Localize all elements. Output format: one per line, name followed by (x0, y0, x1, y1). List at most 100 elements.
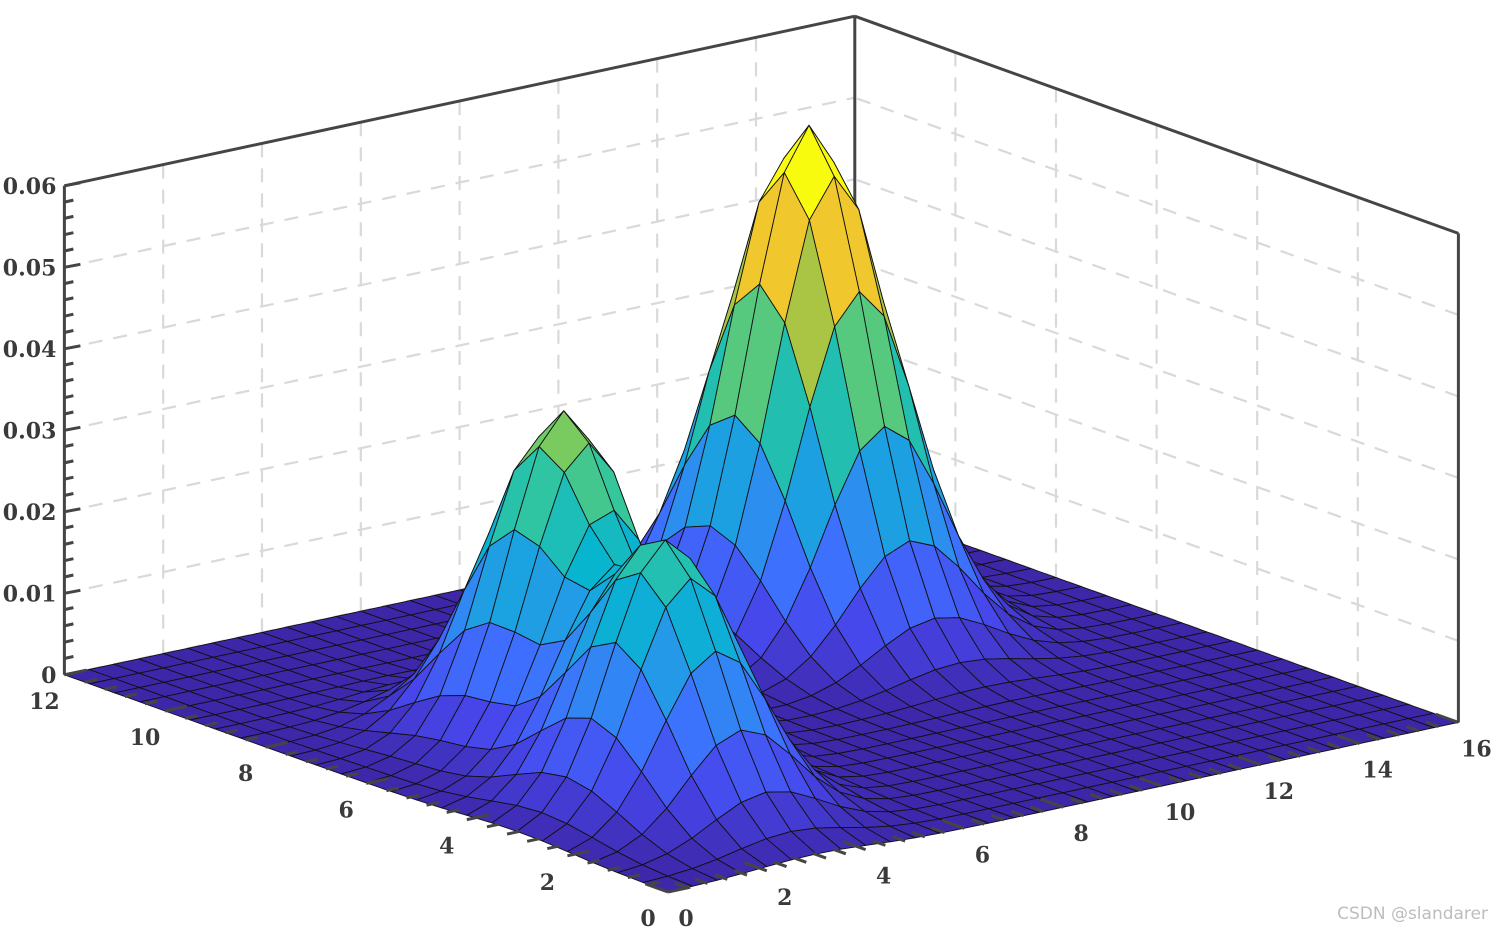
y-minor-tick (406, 793, 420, 800)
y-tick (64, 668, 87, 677)
y-tick-label: 12 (29, 689, 60, 715)
x-minor-tick (911, 830, 926, 839)
z-tick (64, 344, 81, 351)
z-minor-tick (64, 361, 74, 367)
z-minor-tick (64, 280, 74, 286)
x-tick (1138, 776, 1163, 788)
y-tick-label: 4 (439, 834, 454, 860)
grid-line (64, 341, 856, 513)
x-tick (1040, 797, 1064, 809)
y-minor-tick (526, 837, 540, 843)
y-minor-tick (245, 735, 259, 742)
z-minor-tick (64, 312, 74, 318)
x-minor-tick (733, 869, 748, 877)
x-tick (1237, 755, 1262, 767)
y-tick-label: 6 (339, 797, 354, 823)
axis-line (64, 14, 856, 188)
y-tick (667, 885, 691, 894)
y-minor-tick (124, 692, 138, 698)
y-minor-tick (506, 829, 520, 836)
z-minor-tick (64, 329, 74, 334)
y-tick-label: 10 (130, 725, 161, 751)
x-minor-tick (1306, 746, 1321, 754)
y-minor-tick (486, 822, 500, 829)
surface (63, 124, 1459, 893)
z-minor-tick (64, 247, 74, 253)
x-minor-tick (1208, 767, 1222, 775)
axis-line (854, 14, 1459, 235)
x-minor-tick (1129, 784, 1143, 792)
x-tick-label: 4 (876, 864, 891, 890)
x-minor-tick (892, 835, 906, 843)
x-tick (842, 840, 867, 852)
y-tick-label: 8 (238, 761, 253, 787)
z-tick-label: 0.06 (3, 174, 57, 200)
x-tick-label: 2 (777, 885, 792, 911)
x-tick-label: 0 (678, 906, 693, 930)
z-minor-tick (64, 557, 74, 563)
y-minor-tick (426, 801, 440, 807)
z-minor-tick (64, 377, 74, 383)
x-tick-label: 12 (1263, 779, 1294, 805)
y-minor-tick (84, 677, 98, 684)
z-tick-label: 0.04 (3, 337, 57, 363)
x-minor-tick (812, 852, 827, 860)
x-minor-tick (1188, 771, 1203, 779)
y-tick (365, 777, 389, 785)
y-minor-tick (546, 844, 560, 851)
x-minor-tick (793, 856, 807, 864)
grid-line (854, 178, 1459, 398)
tick-labels: 0 0.01 0.02 0.03 0.04 0.05 0.06 0 2 4 6 8 10 12 14 16 0 2… (3, 174, 1492, 930)
z-minor-tick (64, 214, 74, 220)
z-tick-label: 0.01 (3, 581, 57, 607)
x-minor-tick (1267, 754, 1282, 762)
z-minor-tick (64, 655, 74, 660)
x-tick (941, 818, 965, 830)
z-minor-tick (64, 606, 74, 612)
x-minor-tick (1386, 729, 1400, 737)
x-minor-tick (714, 873, 728, 881)
x-minor-tick (773, 860, 788, 868)
z-minor-tick (64, 524, 74, 530)
y-minor-tick (144, 699, 158, 706)
y-minor-tick (386, 786, 399, 793)
grid-line (854, 259, 1459, 479)
x-minor-tick (1089, 792, 1104, 801)
z-tick-label: 0.02 (3, 500, 57, 526)
z-minor-tick (64, 394, 74, 400)
z-minor-tick (64, 198, 74, 204)
y-tick (265, 740, 289, 749)
y-tick (164, 704, 188, 713)
z-tick-label: 0 (41, 663, 56, 689)
x-tick (1336, 734, 1361, 746)
x-minor-tick (1069, 797, 1084, 805)
tick-marks (64, 181, 1459, 894)
z-minor-tick (64, 622, 74, 628)
y-minor-tick (345, 772, 359, 778)
x-minor-tick (1030, 805, 1044, 813)
y-minor-tick (587, 858, 601, 865)
x-tick-label: 16 (1461, 736, 1492, 762)
y-minor-tick (627, 873, 641, 879)
x-minor-tick (1010, 809, 1025, 818)
x-minor-tick (1326, 741, 1341, 750)
z-minor-tick (64, 296, 74, 302)
z-tick-label: 0.05 (3, 255, 57, 281)
grid-line (64, 259, 856, 432)
z-tick (64, 588, 81, 595)
x-minor-tick (1227, 763, 1242, 771)
y-minor-tick (607, 866, 621, 872)
grid-line (64, 422, 856, 595)
z-minor-tick (64, 459, 74, 465)
z-minor-tick (64, 443, 74, 449)
x-tick-label: 8 (1074, 821, 1089, 847)
x-tick-label: 10 (1165, 800, 1196, 826)
z-tick (64, 181, 81, 188)
y-minor-tick (446, 808, 460, 814)
y-tick (567, 849, 590, 858)
x-tick-label: 14 (1362, 758, 1393, 784)
grid-line (64, 178, 856, 350)
x-minor-tick (694, 877, 709, 885)
z-minor-tick (64, 231, 74, 237)
z-minor-tick (64, 475, 74, 481)
